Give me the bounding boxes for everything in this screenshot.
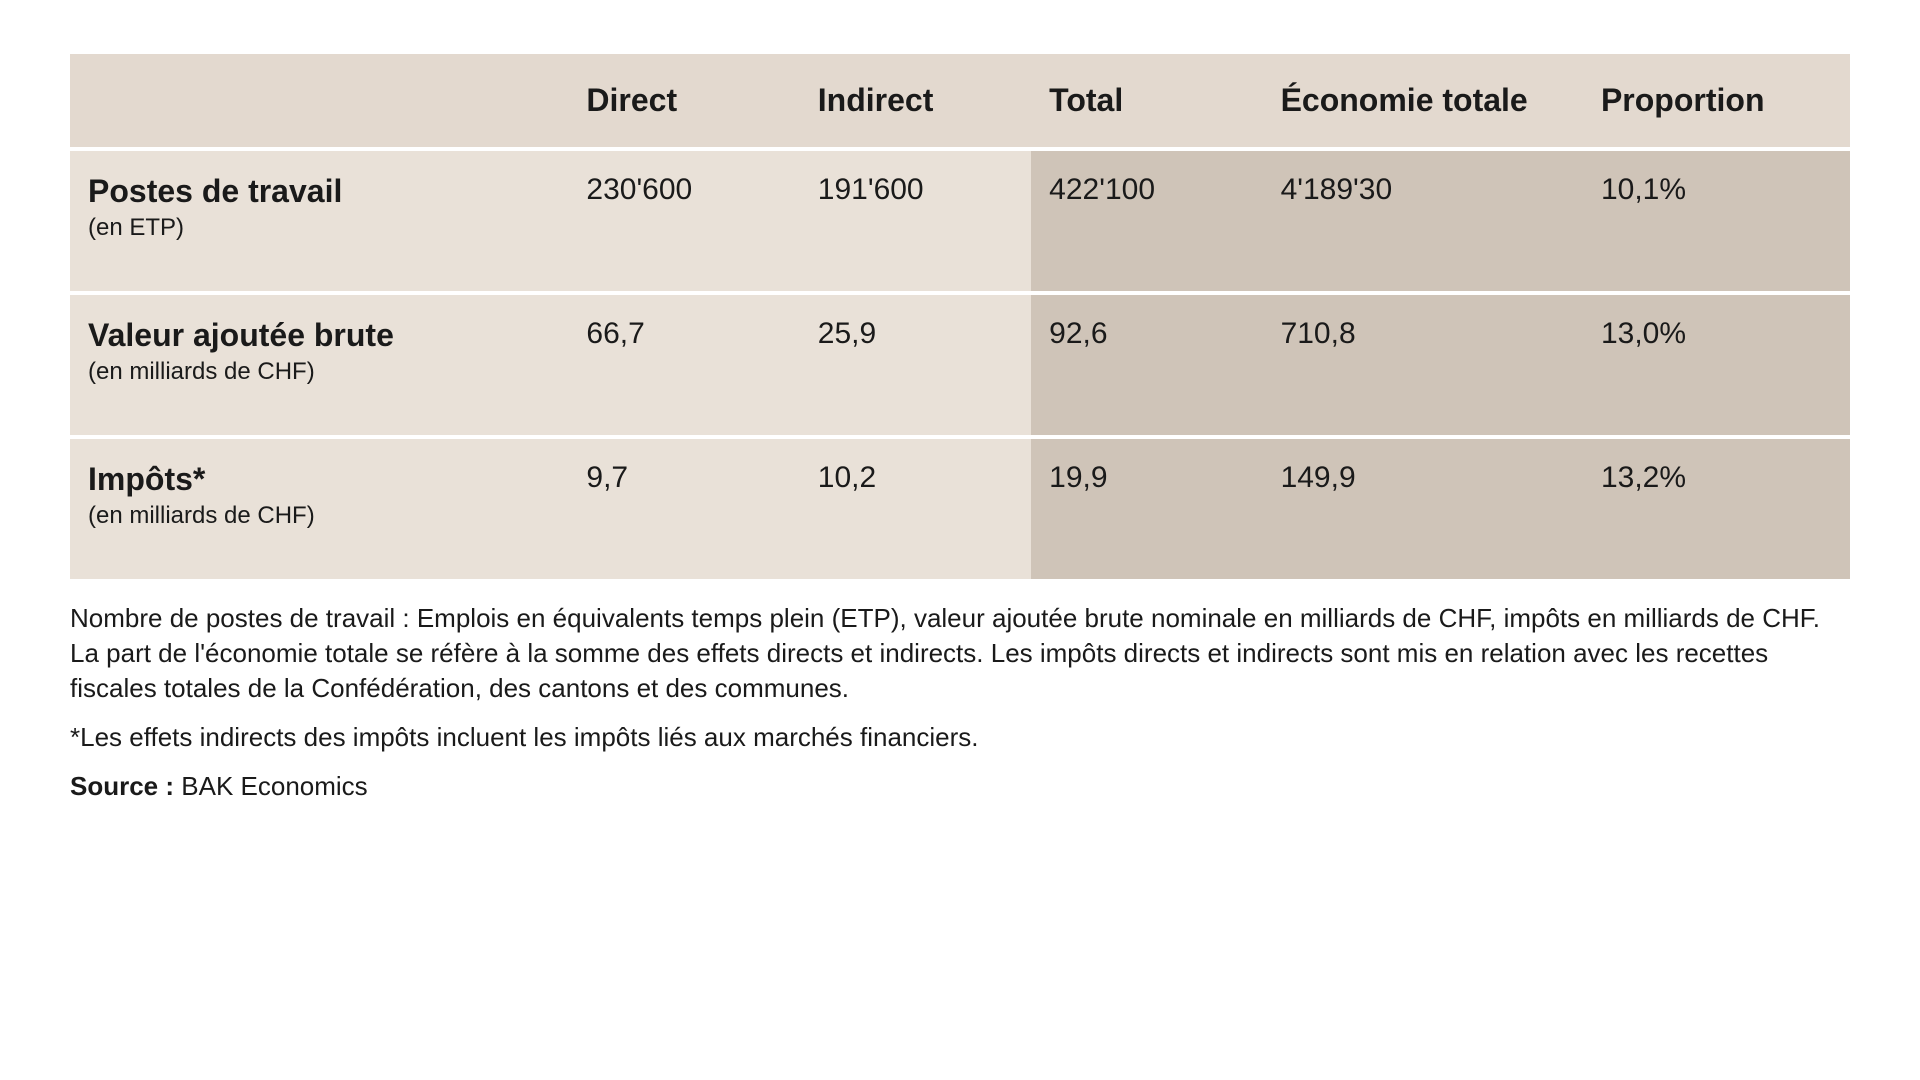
note-footnote: *Les effets indirects des impôts incluen… bbox=[70, 720, 1830, 755]
cell-total: 92,6 bbox=[1031, 295, 1262, 435]
source-value: BAK Economics bbox=[181, 771, 367, 801]
col-header-indirect: Indirect bbox=[800, 54, 1031, 147]
cell-direct: 230'600 bbox=[568, 151, 799, 291]
table-row: Postes de travail (en ETP) 230'600 191'6… bbox=[70, 151, 1850, 291]
row-label-sub: (en milliards de CHF) bbox=[88, 357, 550, 387]
cell-economie: 149,9 bbox=[1263, 439, 1583, 579]
row-label: Impôts* (en milliards de CHF) bbox=[70, 439, 568, 579]
row-label-sub: (en ETP) bbox=[88, 213, 550, 243]
table-header-row: Direct Indirect Total Économie totale Pr… bbox=[70, 54, 1850, 147]
cell-total: 422'100 bbox=[1031, 151, 1262, 291]
cell-direct: 66,7 bbox=[568, 295, 799, 435]
cell-direct: 9,7 bbox=[568, 439, 799, 579]
source-label: Source : bbox=[70, 771, 174, 801]
row-label: Postes de travail (en ETP) bbox=[70, 151, 568, 291]
cell-economie: 4'189'30 bbox=[1263, 151, 1583, 291]
note-explain: Nombre de postes de travail : Emplois en… bbox=[70, 601, 1830, 706]
col-header-total: Total bbox=[1031, 54, 1262, 147]
cell-economie: 710,8 bbox=[1263, 295, 1583, 435]
note-source: Source : BAK Economics bbox=[70, 769, 1830, 804]
cell-indirect: 10,2 bbox=[800, 439, 1031, 579]
cell-proportion: 10,1% bbox=[1583, 151, 1850, 291]
row-label-main: Impôts* bbox=[88, 461, 205, 497]
col-header-direct: Direct bbox=[568, 54, 799, 147]
cell-proportion: 13,2% bbox=[1583, 439, 1850, 579]
row-label-main: Valeur ajoutée brute bbox=[88, 317, 394, 353]
row-label-main: Postes de travail bbox=[88, 173, 342, 209]
cell-indirect: 25,9 bbox=[800, 295, 1031, 435]
row-label: Valeur ajoutée brute (en milliards de CH… bbox=[70, 295, 568, 435]
table-notes: Nombre de postes de travail : Emplois en… bbox=[70, 601, 1830, 804]
page-container: Direct Indirect Total Économie totale Pr… bbox=[0, 0, 1920, 868]
col-header-proportion: Proportion bbox=[1583, 54, 1850, 147]
cell-proportion: 13,0% bbox=[1583, 295, 1850, 435]
table-row: Valeur ajoutée brute (en milliards de CH… bbox=[70, 295, 1850, 435]
row-label-sub: (en milliards de CHF) bbox=[88, 501, 550, 531]
table-row: Impôts* (en milliards de CHF) 9,7 10,2 1… bbox=[70, 439, 1850, 579]
economics-table: Direct Indirect Total Économie totale Pr… bbox=[70, 50, 1850, 583]
col-header-blank bbox=[70, 54, 568, 147]
cell-indirect: 191'600 bbox=[800, 151, 1031, 291]
col-header-economie: Économie totale bbox=[1263, 54, 1583, 147]
cell-total: 19,9 bbox=[1031, 439, 1262, 579]
